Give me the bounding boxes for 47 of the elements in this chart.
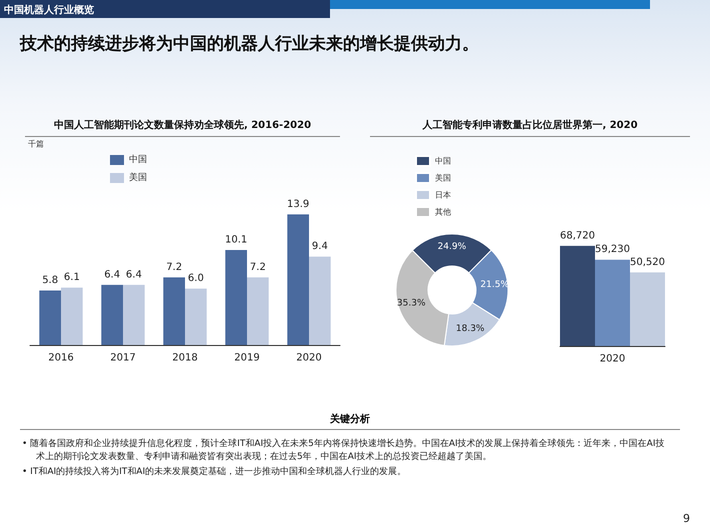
legend-label: 中国 xyxy=(129,154,147,165)
text: 中国机器人行业概览 xyxy=(4,4,94,17)
data-label: 9.4 xyxy=(312,241,328,252)
bar xyxy=(225,250,247,345)
x-tick-label: 2020 xyxy=(296,352,322,364)
legend-label: 美国 xyxy=(129,172,147,183)
text: • IT和AI的持续投入将为IT和AI的未来发展奠定基础，进一步推动中国和全球机器人行业的发展。 xyxy=(22,466,408,479)
text: 9 xyxy=(683,512,690,525)
data-label: 68,720 xyxy=(560,230,595,242)
bar xyxy=(101,284,123,345)
data-label: 10.1 xyxy=(225,234,248,246)
chart-title: 中国人工智能期刊论文数量保持劝全球领先, 2016-2020 xyxy=(25,118,340,137)
data-label: 6.0 xyxy=(188,273,204,284)
x-tick-label: 2020 xyxy=(600,354,626,364)
y-axis-title: 千篇 xyxy=(28,140,44,148)
data-label: 6.4 xyxy=(126,269,142,280)
bar xyxy=(123,284,145,345)
data-label: 59,230 xyxy=(595,244,630,256)
data-label: 13.9 xyxy=(287,198,310,210)
bar xyxy=(185,288,207,345)
bar xyxy=(39,290,61,345)
bar xyxy=(287,214,309,345)
data-label: 7.2 xyxy=(250,262,266,273)
text: 人工智能专利申请数量占比位居世界第一, 2020 xyxy=(370,118,690,137)
text: • 随着各国政府和企业持续提升信息化程度，预计全球IT和AI投入在未来5年内将保持快速增长趋势。中国在AI技术的发展上保持着全球领先：近年来，中国在AI技术上的期刊论文发表数量、专利申请和融资皆有突出表现；在过去5年，中国在AI技术上的总投资已经超越了美国。 xyxy=(22,438,666,464)
bar xyxy=(61,288,83,345)
x-tick-label: 2016 xyxy=(48,352,74,364)
bar xyxy=(247,277,269,345)
legend-label: 美国 xyxy=(435,174,451,182)
x-tick-label: 2018 xyxy=(172,352,198,364)
text: 技术的持续进步将为中国的机器人行业未来的增长提供动力。 xyxy=(20,33,479,55)
legend-label: 日本 xyxy=(435,190,451,200)
text: 关键分析 xyxy=(20,412,680,430)
legend-label: 中国 xyxy=(435,156,451,166)
data-label: 24.9% xyxy=(438,242,467,252)
data-label: 18.3% xyxy=(456,324,485,334)
data-label: 6.4 xyxy=(104,269,120,280)
x-tick-label: 2017 xyxy=(110,352,136,364)
data-label: 50,520 xyxy=(630,256,665,268)
bar xyxy=(309,256,331,345)
data-label: 7.2 xyxy=(166,262,182,273)
x-tick-label: 2019 xyxy=(234,352,260,364)
data-label: 6.1 xyxy=(64,272,80,284)
legend-label: 其他 xyxy=(435,208,451,216)
data-label: 5.8 xyxy=(42,274,58,286)
bar xyxy=(163,277,185,345)
data-label: 35.3% xyxy=(396,298,426,309)
